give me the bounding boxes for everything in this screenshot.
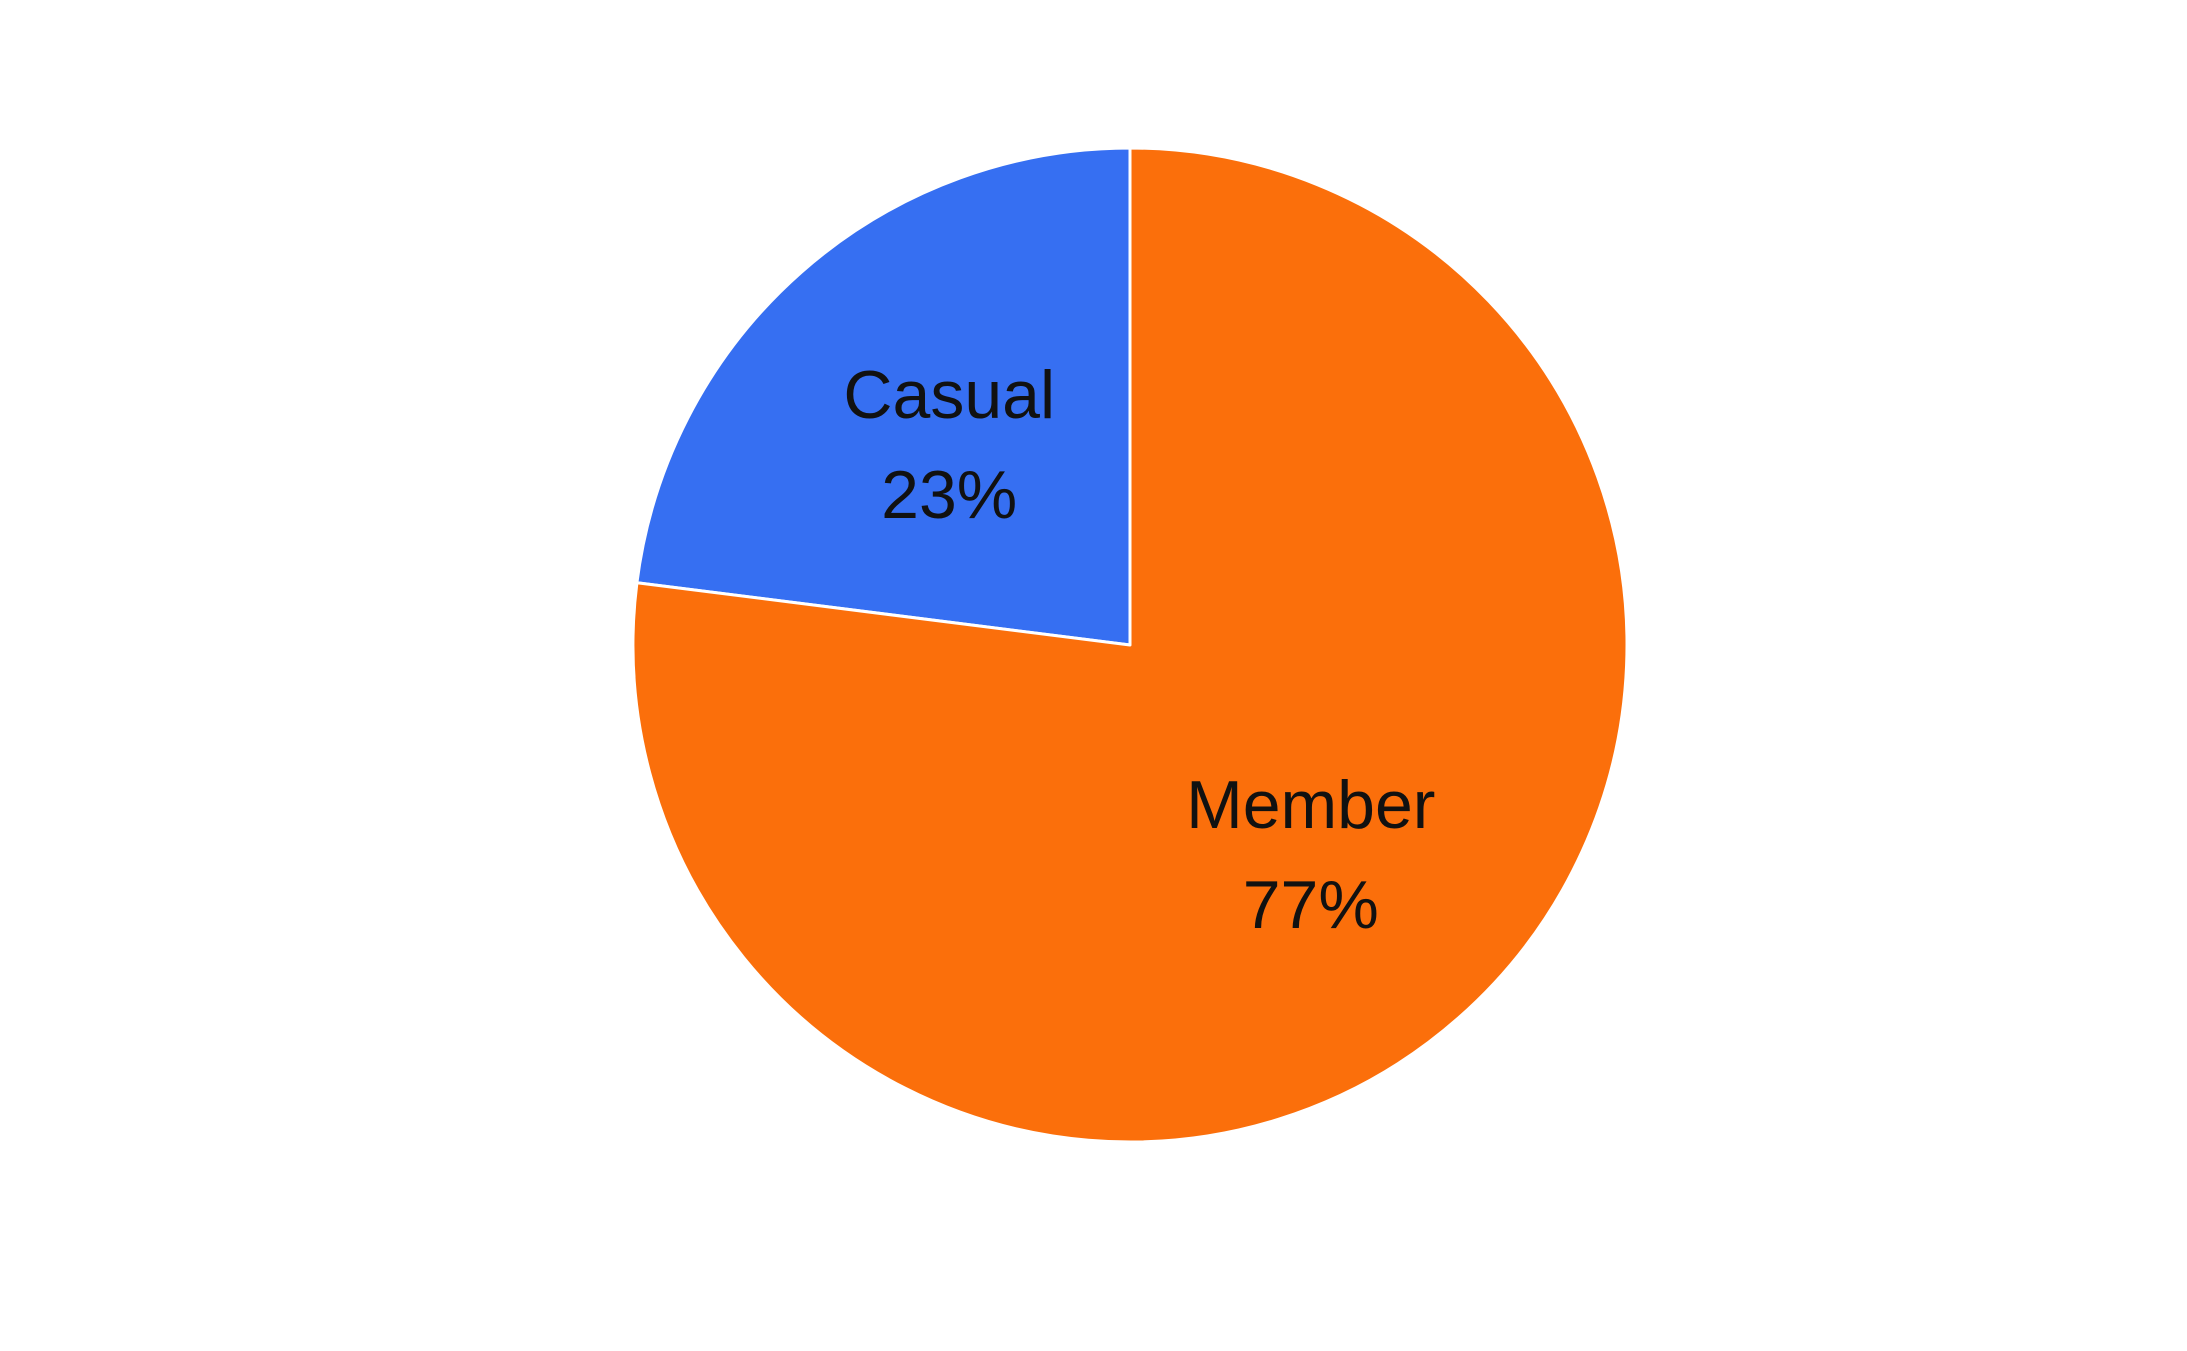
slice-label-casual: Casual [843,357,1055,433]
pie-slice-member [631,146,1629,1144]
pie-slices [631,146,1629,1144]
slice-label-member: Member [1186,767,1435,843]
pie-labels: Casual 23% Member 77% [843,357,1435,943]
slice-percent-member: 77% [1243,867,1379,943]
slice-percent-casual: 23% [881,457,1017,533]
pie-slice-casual [635,146,1132,647]
